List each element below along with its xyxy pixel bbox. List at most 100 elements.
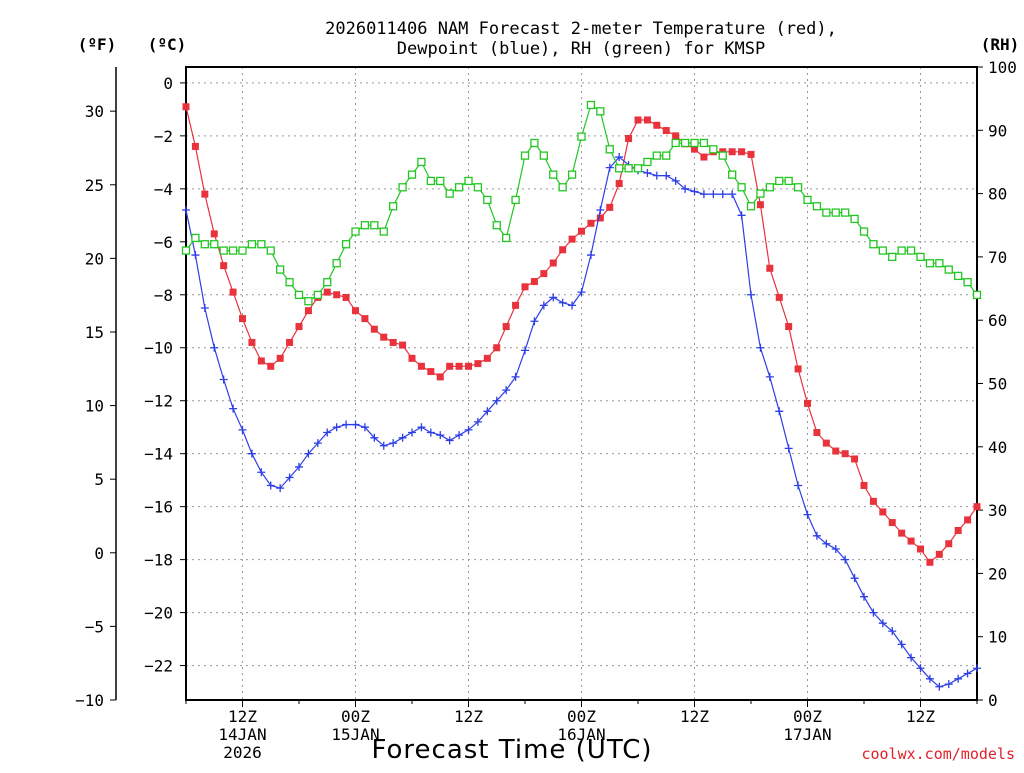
rh-point	[935, 259, 944, 268]
dewpoint-point	[200, 304, 209, 313]
dewpoint-point	[219, 375, 228, 384]
temperature-point	[276, 354, 284, 362]
temperature-point	[370, 325, 378, 333]
dewpoint-point	[935, 682, 944, 691]
rh-point	[285, 278, 294, 287]
rh-point	[351, 227, 360, 236]
temperature-point	[436, 373, 444, 381]
rh-point	[407, 170, 417, 179]
temperature-point	[888, 519, 896, 527]
temperature-point	[634, 116, 642, 124]
dewpoint-point	[925, 674, 934, 683]
dewpoint-point	[266, 481, 275, 490]
dewpoint-point	[295, 462, 303, 471]
rh-point	[539, 151, 548, 160]
temperature-point	[813, 428, 821, 436]
rh-point	[831, 208, 840, 217]
dewpoint-point	[426, 428, 435, 437]
plot-frame	[185, 66, 978, 701]
dewpoint-point	[850, 574, 859, 583]
rh-point	[445, 189, 454, 198]
dewpoint-point	[944, 680, 953, 689]
time-tick-label: 12Z	[228, 707, 257, 726]
rh-point	[671, 138, 680, 148]
dewpoint-point	[351, 420, 360, 429]
temperature-point	[512, 301, 520, 309]
temperature-point	[267, 362, 275, 370]
rh-point	[596, 107, 605, 116]
fahrenheit-tick-label: 25	[85, 176, 104, 195]
temperature-point	[917, 545, 924, 553]
dewpoint-point	[652, 171, 661, 180]
time-tick-label: 16JAN	[557, 725, 605, 744]
rh-point	[502, 233, 511, 243]
temperature-point	[747, 150, 755, 158]
rh-point	[822, 208, 831, 217]
dewpoint-point	[671, 176, 680, 185]
dewpoint-point	[502, 386, 511, 395]
rh-point	[389, 202, 398, 211]
fahrenheit-unit-label: (ºF)	[78, 35, 117, 54]
dewpoint-point	[586, 251, 595, 260]
rh-tick-label: 70	[988, 248, 1007, 267]
temperature-point	[540, 270, 548, 278]
dewpoint-point	[558, 298, 567, 307]
rh-point	[398, 183, 407, 192]
temperature-point	[662, 127, 670, 135]
temperature-point	[182, 103, 190, 111]
watermark-text: coolwx.com/models	[861, 745, 1015, 763]
rh-point	[793, 183, 803, 192]
axes: 0 −2 −4 −6 −8 −10 −12 −14 −16 −18 −20 −22 30 25 20 15 10…	[75, 58, 1017, 710]
dewpoint-point	[954, 674, 963, 683]
dewpoint-point	[907, 653, 916, 662]
temperature-point	[530, 278, 538, 286]
temperature-point	[427, 368, 435, 376]
dewpoint-point	[436, 431, 445, 440]
rh-tick-label: 80	[988, 185, 1007, 204]
dewpoint-point	[841, 555, 850, 564]
temperature-point	[954, 526, 962, 534]
rh-point	[869, 240, 878, 249]
rh-point	[916, 252, 925, 262]
rh-point	[944, 265, 953, 274]
rh-unit-label: (RH)	[981, 35, 1020, 54]
temperature-point	[841, 450, 849, 458]
dewpoint-point	[464, 425, 473, 434]
temperature-point	[474, 360, 482, 368]
fahrenheit-tick-label: −5	[85, 617, 104, 636]
dewpoint-point	[521, 346, 529, 355]
rh-tick-label: 90	[988, 121, 1007, 140]
time-tick-label: 12Z	[454, 707, 483, 726]
rh-point	[699, 138, 709, 148]
rh-tick-label: 20	[988, 564, 1007, 583]
time-tick-label: 00Z	[567, 707, 596, 726]
dewpoint-point	[916, 664, 925, 673]
temperature-point	[352, 307, 359, 315]
dewpoint-point	[831, 545, 840, 554]
rh-point	[464, 176, 473, 186]
rh-point	[963, 278, 972, 287]
gridlines	[186, 67, 977, 700]
dewpoint-point	[473, 417, 482, 426]
time-tick-label: 15JAN	[331, 725, 379, 744]
rh-point	[925, 259, 935, 268]
celsius-tick-label: 0	[163, 74, 173, 93]
rh-point	[718, 151, 727, 160]
temperature-point	[766, 264, 774, 272]
temperature-point	[578, 227, 585, 235]
rh-point	[859, 227, 869, 236]
dewpoint-point	[445, 436, 454, 445]
fahrenheit-tick-label: 5	[94, 470, 104, 489]
temperature-point	[483, 354, 491, 362]
temperature-point	[389, 338, 397, 346]
dewpoint-point	[568, 301, 577, 310]
temperature-point	[898, 529, 906, 537]
celsius-tick-label: −10	[144, 339, 173, 358]
rh-point	[492, 221, 501, 230]
temperature-point	[323, 288, 331, 296]
rh-point	[850, 214, 859, 224]
time-tick-label: 2026	[223, 743, 262, 762]
temperature-point	[851, 455, 859, 463]
rh-point	[360, 221, 370, 230]
